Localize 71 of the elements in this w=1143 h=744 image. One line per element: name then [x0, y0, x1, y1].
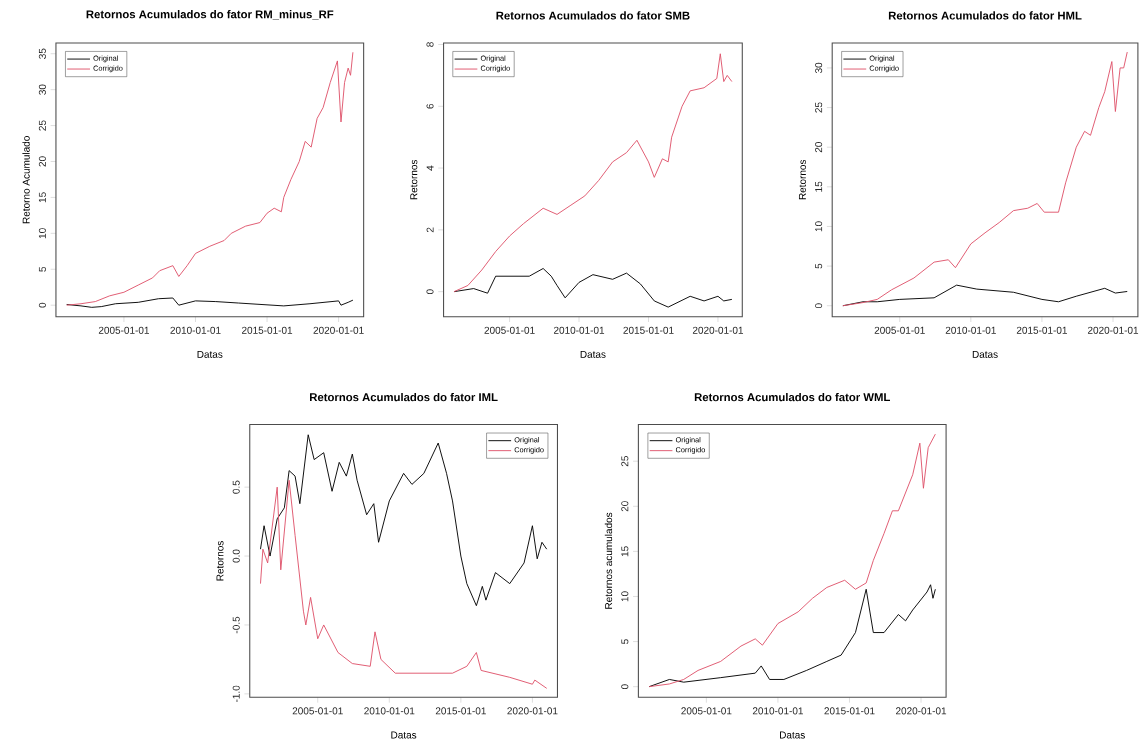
x-axis-title: Datas: [972, 350, 998, 358]
y-tick-label: 0: [815, 303, 823, 308]
x-tick-label: 2010-01-01: [945, 326, 996, 334]
chart-title: Retornos Acumulados do fator RM_minus_RF: [86, 9, 334, 20]
y-tick-label: 2: [426, 227, 434, 233]
y-tick-label: 0: [426, 289, 434, 294]
x-tick-label: 2005-01-01: [292, 707, 343, 715]
x-tick-label: 2015-01-01: [435, 707, 486, 715]
y-tick-label: 0.5: [232, 480, 240, 494]
y-tick-label: 20: [38, 156, 46, 167]
y-tick-label: 6: [426, 103, 434, 109]
y-tick-label: 5: [815, 263, 823, 269]
line-series: [453, 53, 733, 292]
y-tick-label: 10: [815, 221, 823, 232]
y-tick-label: 20: [815, 141, 823, 153]
x-tick-label: 2015-01-01: [623, 326, 674, 334]
y-axis-title: Retornos: [216, 540, 224, 581]
x-tick-label: 2010-01-01: [170, 326, 221, 334]
y-tick-label: 15: [815, 181, 823, 192]
chart-title: Retornos Acumulados do fator SMB: [496, 11, 690, 20]
y-tick-label: 35: [38, 48, 46, 59]
y-tick-label: 15: [38, 192, 46, 203]
x-tick-label: 2005-01-01: [874, 326, 925, 334]
y-tick-label: 5: [38, 266, 46, 272]
x-tick-label: 2010-01-01: [752, 707, 803, 715]
line-series: [648, 433, 936, 688]
y-tick-label: -0.5: [232, 616, 240, 633]
x-tick-label: 2005-01-01: [484, 326, 535, 334]
x-tick-label: 2005-01-01: [98, 326, 149, 334]
y-tick-label: 30: [38, 84, 46, 95]
y-tick-label: -1.0: [232, 685, 240, 702]
y-tick-label: 0: [621, 684, 629, 689]
y-tick-label: 25: [815, 102, 823, 113]
y-axis-title: Retornos: [798, 159, 806, 200]
y-tick-label: 8: [426, 42, 434, 47]
y-axis-title: Retorno Acumulado: [22, 135, 30, 224]
y-tick-label: 20: [621, 501, 629, 512]
y-tick-label: 0.0: [232, 549, 240, 563]
chart-title: Retornos Acumulados do fator IML: [310, 392, 498, 402]
line-series: [260, 434, 548, 607]
y-axis-title: Retornos acumulados: [604, 512, 613, 609]
line-series: [842, 51, 1128, 307]
x-tick-label: 2015-01-01: [824, 707, 875, 715]
x-tick-label: 2015-01-01: [242, 326, 293, 334]
y-tick-label: 0: [38, 302, 46, 308]
y-tick-label: 10: [621, 591, 629, 602]
y-axis-title: Retornos: [410, 159, 418, 200]
x-tick-label: 2020-01-01: [692, 326, 744, 334]
y-tick-label: 25: [38, 120, 46, 131]
y-tick-label: 30: [815, 62, 823, 73]
line-series: [66, 51, 354, 306]
x-tick-label: 2010-01-01: [364, 707, 415, 715]
y-tick-label: 10: [38, 228, 46, 239]
x-tick-label: 2020-01-01: [507, 707, 558, 715]
x-axis-title: Datas: [391, 731, 417, 739]
x-tick-label: 2020-01-01: [1087, 326, 1139, 334]
x-axis-title: Datas: [780, 731, 805, 739]
y-tick-label: 5: [621, 639, 629, 644]
y-tick-label: 25: [621, 455, 629, 467]
x-tick-label: 2015-01-01: [1016, 326, 1067, 334]
x-tick-label: 2010-01-01: [553, 326, 605, 334]
x-tick-label: 2005-01-01: [681, 707, 732, 715]
x-axis-title: Datas: [197, 350, 223, 358]
x-tick-label: 2020-01-01: [313, 326, 364, 334]
chart-title: Retornos Acumulados do fator WML: [694, 392, 890, 402]
chart-title: Retornos Acumulados do fator HML: [888, 11, 1082, 20]
line-series: [648, 584, 936, 688]
y-tick-label: 4: [426, 165, 434, 171]
x-tick-label: 2020-01-01: [895, 707, 947, 715]
y-tick-label: 15: [621, 546, 629, 557]
x-axis-title: Datas: [580, 350, 606, 358]
